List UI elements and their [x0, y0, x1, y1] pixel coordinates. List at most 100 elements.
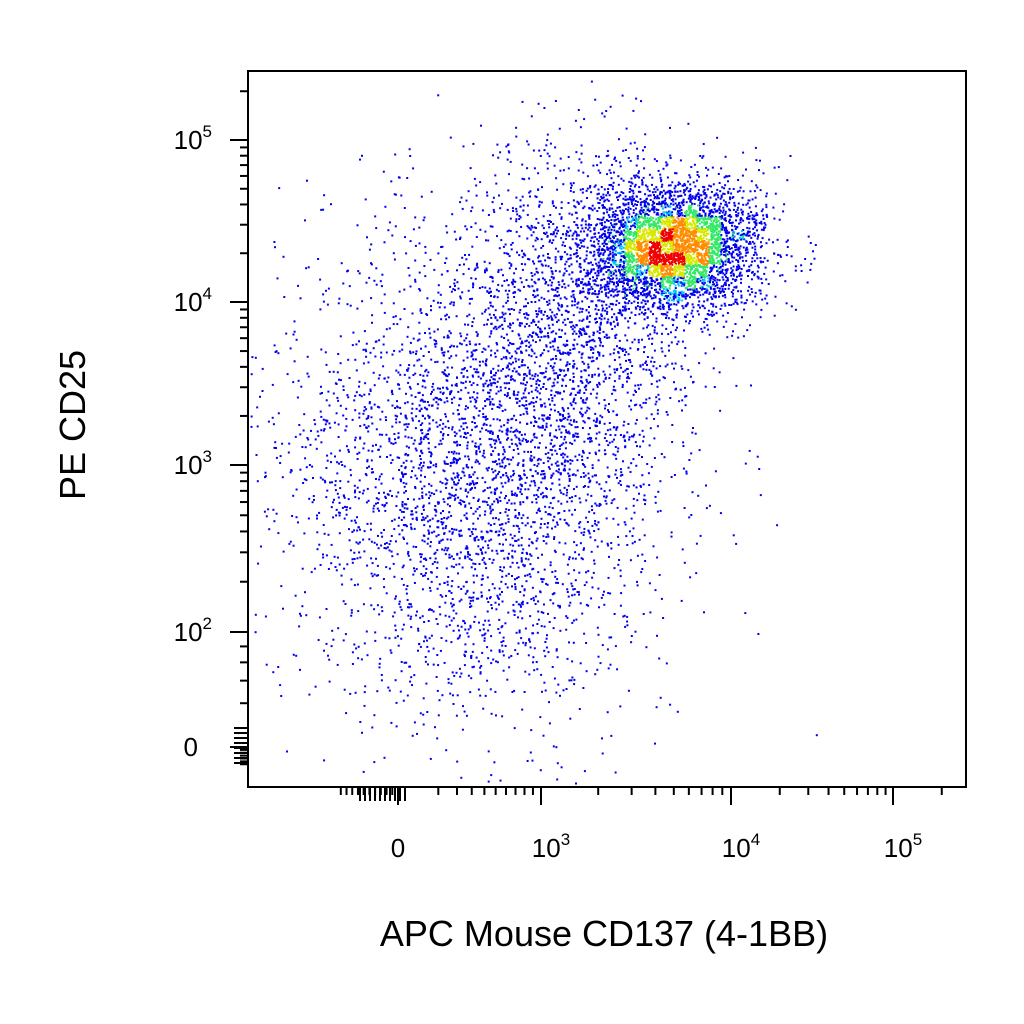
event-dot: [684, 193, 687, 196]
event-dot: [610, 734, 613, 737]
event-dot: [459, 444, 461, 446]
event-dot: [553, 617, 556, 619]
event-dot: [498, 462, 501, 465]
event-dot: [530, 541, 533, 544]
event-dot: [519, 488, 522, 491]
event-dot: [326, 489, 329, 492]
event-dot: [445, 749, 448, 752]
event-dot: [556, 374, 559, 377]
event-dot: [632, 199, 635, 202]
event-dot: [447, 576, 450, 578]
event-dot: [464, 628, 467, 631]
event-dot: [483, 456, 486, 459]
event-dot: [489, 529, 492, 532]
event-dot: [689, 200, 692, 203]
event-dot: [729, 196, 731, 199]
event-dot: [495, 608, 498, 611]
event-dot: [585, 603, 588, 606]
event-dot: [680, 208, 683, 211]
event-dot: [365, 408, 368, 411]
event-dot: [641, 568, 644, 570]
event-dot: [337, 423, 340, 426]
event-dot: [554, 525, 557, 528]
event-dot: [578, 265, 581, 268]
event-dot: [609, 663, 612, 666]
event-dot: [503, 466, 506, 469]
event-dot: [388, 221, 391, 224]
event-dot: [706, 222, 709, 225]
event-dot: [696, 171, 699, 173]
event-dot: [466, 495, 468, 498]
event-dot: [414, 280, 417, 283]
event-dot: [404, 402, 407, 405]
event-dot: [469, 691, 472, 694]
event-dot: [616, 265, 618, 268]
event-dot: [424, 656, 427, 658]
event-dot: [540, 611, 543, 614]
event-dot: [450, 565, 453, 568]
event-dot: [368, 465, 370, 468]
event-dot: [320, 429, 323, 432]
event-dot: [321, 392, 323, 394]
event-dot: [421, 487, 423, 490]
event-dot: [487, 657, 490, 660]
event-dot: [756, 237, 759, 240]
event-dot: [706, 243, 709, 246]
event-dot: [419, 309, 422, 312]
event-dot: [357, 610, 360, 613]
event-dot: [630, 517, 633, 520]
event-dot: [638, 453, 641, 456]
event-dot: [489, 688, 492, 691]
event-dot: [616, 668, 619, 671]
event-dot: [277, 412, 280, 415]
event-dot: [600, 186, 603, 188]
event-dot: [722, 272, 725, 275]
event-dot: [633, 338, 636, 341]
event-dot: [553, 592, 555, 595]
event-dot: [717, 247, 720, 250]
event-dot: [482, 546, 484, 549]
event-dot: [411, 417, 414, 420]
event-dot: [354, 394, 357, 397]
event-dot: [303, 413, 306, 416]
event-dot: [555, 429, 558, 432]
event-dot: [498, 377, 501, 380]
event-dot: [719, 197, 722, 200]
event-dot: [590, 597, 593, 600]
event-dot: [627, 237, 630, 240]
event-dot: [405, 482, 408, 485]
event-dot: [481, 634, 484, 637]
event-dot: [515, 540, 518, 542]
event-dot: [534, 595, 537, 598]
event-dot: [341, 506, 344, 509]
event-dot: [598, 422, 601, 425]
event-dot: [641, 294, 644, 297]
event-dot: [556, 656, 559, 659]
event-dot: [597, 188, 600, 191]
event-dot: [497, 597, 500, 600]
event-dot: [526, 313, 528, 316]
event-dot: [672, 275, 675, 277]
event-dot: [628, 377, 631, 380]
event-dot: [692, 427, 694, 429]
event-dot: [687, 180, 690, 183]
event-dot: [473, 471, 476, 474]
event-dot: [478, 360, 481, 363]
event-dot: [350, 609, 353, 612]
event-dot: [339, 335, 342, 338]
event-dot: [566, 588, 569, 591]
event-dot: [721, 270, 724, 273]
event-dot: [384, 416, 387, 419]
event-dot: [371, 422, 374, 425]
event-dot: [433, 552, 436, 555]
event-dot: [322, 524, 325, 526]
event-dot: [397, 644, 400, 647]
event-dot: [401, 472, 404, 475]
event-dot: [614, 325, 616, 328]
event-dot: [652, 226, 655, 229]
event-dot: [468, 483, 471, 486]
event-dot: [463, 339, 466, 342]
event-dot: [464, 433, 467, 435]
event-dot: [644, 211, 647, 214]
event-dot: [418, 410, 421, 413]
